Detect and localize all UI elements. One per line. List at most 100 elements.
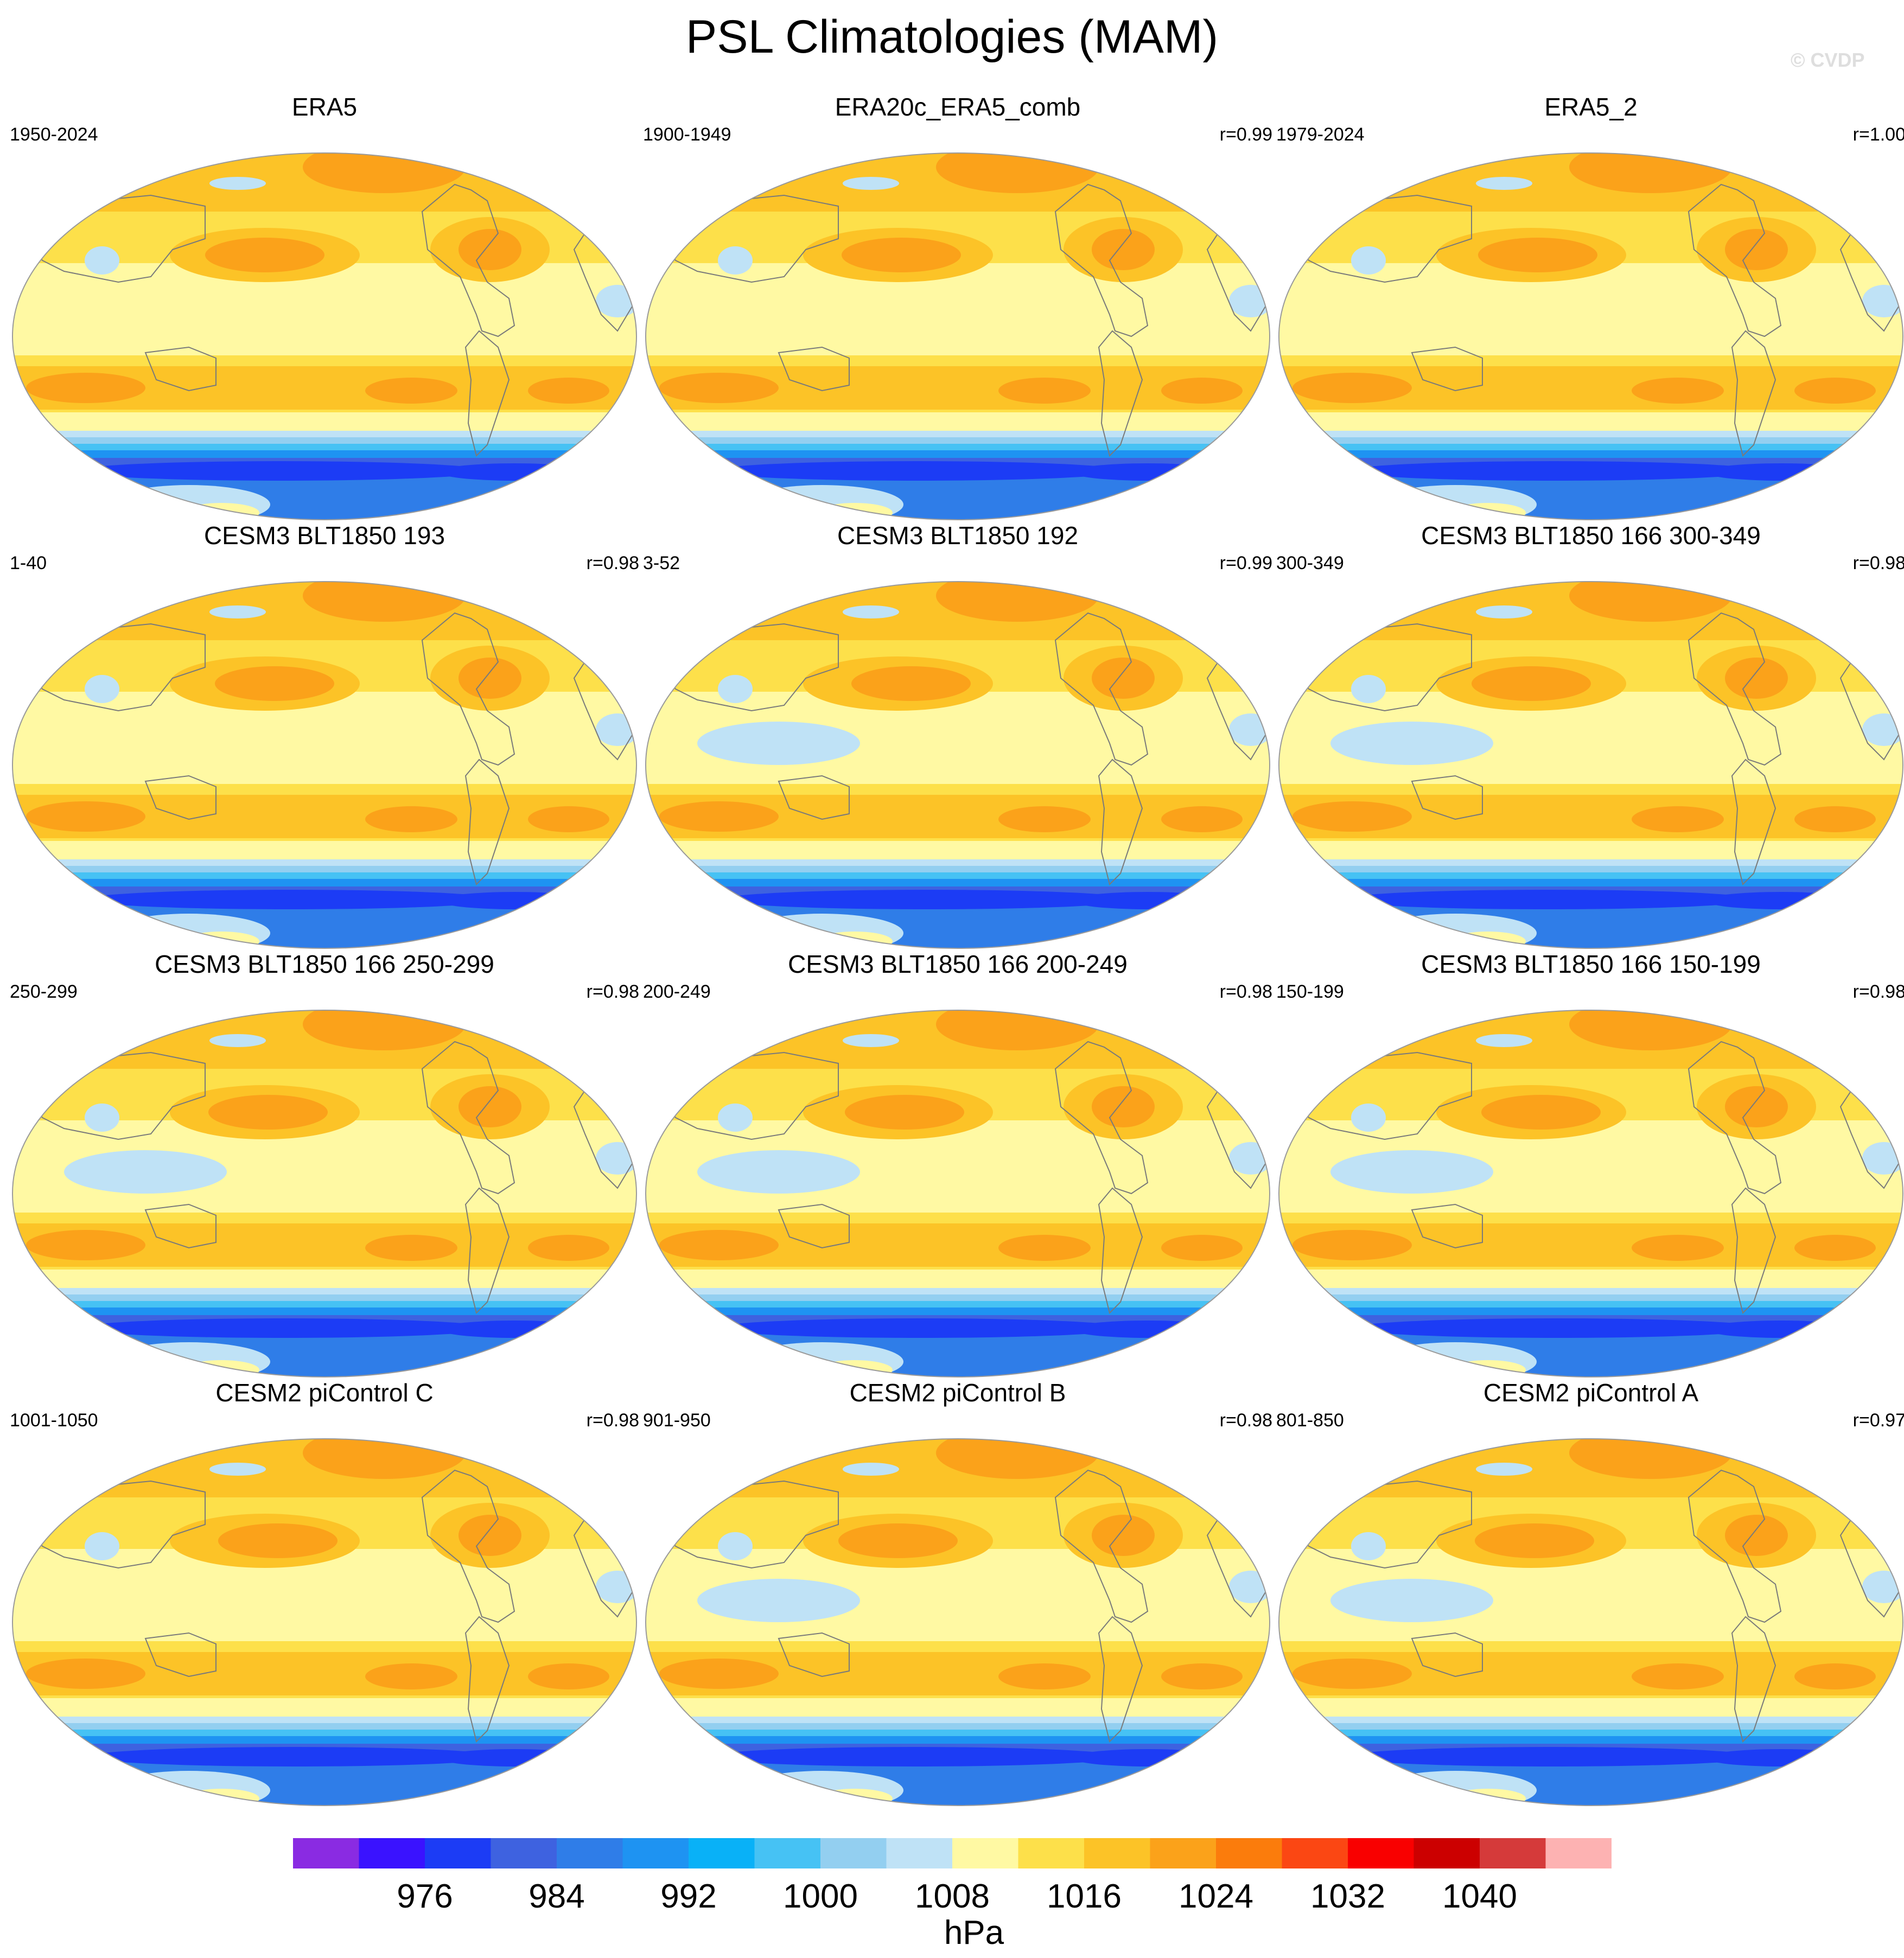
band-subpolar-4 <box>1279 444 1903 451</box>
coast-north-america <box>421 612 515 766</box>
low-maritime-continent <box>697 722 860 765</box>
colorbar-swatch <box>1150 1838 1217 1868</box>
low-maritime-continent <box>697 1150 860 1194</box>
high-azores <box>1092 1515 1155 1556</box>
colorbar-tick-label: 1000 <box>783 1878 858 1915</box>
colorbar: 976 984 992 1000 1008 1016 1024 1032 1040 hPa <box>293 1838 1612 1951</box>
colorbar-swatch <box>1348 1838 1414 1868</box>
colorbar-swatch <box>557 1838 623 1868</box>
panel-correlation: r=0.99 <box>1219 124 1272 145</box>
panel-title: CESM3 BLT1850 166 150-199 <box>1421 950 1761 978</box>
high-azores <box>1725 1515 1788 1556</box>
high-azores <box>1725 1086 1788 1127</box>
panel-period: 300-349 <box>1276 553 1344 573</box>
psl-map <box>645 581 1270 949</box>
coast-australia <box>144 1632 216 1678</box>
coast-south-america <box>1098 1187 1143 1314</box>
map-border <box>12 581 637 949</box>
band-subpolar-3 <box>646 1294 1270 1302</box>
low-south-asia <box>85 675 119 703</box>
map-panel: CESM3 BLT1850 166 200-249 200-249 r=0.98 <box>643 949 1272 1378</box>
coast-eurasia <box>658 623 839 712</box>
psl-map <box>645 1010 1270 1377</box>
coast-australia <box>1411 1632 1483 1678</box>
coast-australia <box>1411 346 1483 392</box>
coast-eurasia <box>658 194 839 283</box>
map-border <box>1278 581 1903 949</box>
band-subpolar-5 <box>1279 450 1903 459</box>
panel-period: 200-249 <box>643 981 711 1002</box>
panel-title: ERA5_2 <box>1544 93 1638 121</box>
low-circumpolar <box>88 1747 500 1766</box>
low-amundsen <box>1705 1321 1857 1338</box>
high-azores <box>1092 658 1155 699</box>
high-south-atlantic <box>1161 1663 1243 1689</box>
band-tropics <box>12 692 636 784</box>
high-south-pacific <box>365 806 457 832</box>
colorbar-tick-label: 1008 <box>915 1878 990 1915</box>
coast-north-america <box>1054 1041 1149 1195</box>
map-border <box>645 1438 1270 1806</box>
high-indian-ocean <box>1292 1230 1412 1260</box>
psl-field <box>646 1439 1270 1806</box>
colorbar-swatch <box>1084 1838 1150 1868</box>
coast-south-america <box>1098 330 1143 457</box>
panel-title: ERA5 <box>291 93 358 121</box>
high-north-pacific <box>218 1523 338 1558</box>
high-south-pacific <box>998 1235 1091 1261</box>
panel-period: 1950-2024 <box>10 124 98 145</box>
band-subpolar-1 <box>12 841 636 862</box>
coast-south-america <box>1731 330 1776 457</box>
psl-field <box>646 153 1270 520</box>
colorbar-swatch <box>1480 1838 1546 1868</box>
low-south-asia <box>718 1532 753 1560</box>
map-panel: CESM2 piControl A 801-850 r=0.97 <box>1276 1378 1904 1807</box>
band-subpolar-3 <box>1279 866 1903 873</box>
low-circumpolar <box>1348 461 1760 481</box>
low-atlantic-tropical <box>1862 713 1903 746</box>
band-subpolar-3 <box>646 1723 1270 1731</box>
psl-field <box>12 1010 636 1377</box>
band-subpolar-2 <box>1279 1288 1903 1296</box>
panel-title: CESM3 BLT1850 166 300-349 <box>1421 521 1761 550</box>
panel-correlation: r=0.98 <box>586 553 639 573</box>
band-subpolar-4 <box>646 1730 1270 1737</box>
panel-title: CESM2 piControl A <box>1483 1379 1699 1407</box>
low-aleutian <box>843 1463 899 1476</box>
map-border <box>645 1010 1270 1377</box>
band-subpolar-1 <box>12 1698 636 1719</box>
high-south-atlantic <box>1794 378 1876 404</box>
panel-title: CESM3 BLT1850 192 <box>837 521 1079 550</box>
high-north-pacific <box>205 238 324 272</box>
panel-period: 1979-2024 <box>1276 124 1365 145</box>
coast-eurasia <box>658 1051 839 1140</box>
high-south-pacific <box>1632 378 1724 404</box>
panel-correlation: r=0.98 <box>586 1410 639 1431</box>
low-atlantic-tropical <box>1229 285 1270 317</box>
low-atlantic-tropical <box>596 1571 636 1603</box>
coast-north-america <box>1688 1041 1782 1195</box>
colorbar-swatch <box>293 1838 359 1868</box>
band-subpolar-1 <box>1279 841 1903 862</box>
high-south-pacific <box>998 806 1091 832</box>
low-aleutian <box>209 177 266 190</box>
map-border <box>645 152 1270 520</box>
low-aleutian <box>209 1463 266 1476</box>
band-subpolar-3 <box>646 866 1270 873</box>
psl-field <box>646 1010 1270 1377</box>
low-aleutian <box>1476 177 1532 190</box>
high-south-atlantic <box>1794 1663 1876 1689</box>
panel-period: 801-850 <box>1276 1410 1344 1431</box>
high-south-atlantic <box>528 806 609 832</box>
coast-eurasia <box>25 623 206 712</box>
map-border <box>1278 1010 1903 1377</box>
watermark: © CVDP <box>1791 49 1865 71</box>
coast-australia <box>144 775 216 820</box>
coast-south-america <box>464 330 510 457</box>
coast-north-america <box>421 183 515 337</box>
psl-map <box>1278 1438 1903 1806</box>
high-indian-ocean <box>26 373 145 403</box>
colorbar-swatch <box>1216 1838 1282 1868</box>
colorbar-swatch <box>689 1838 755 1868</box>
low-circumpolar <box>1341 890 1754 909</box>
